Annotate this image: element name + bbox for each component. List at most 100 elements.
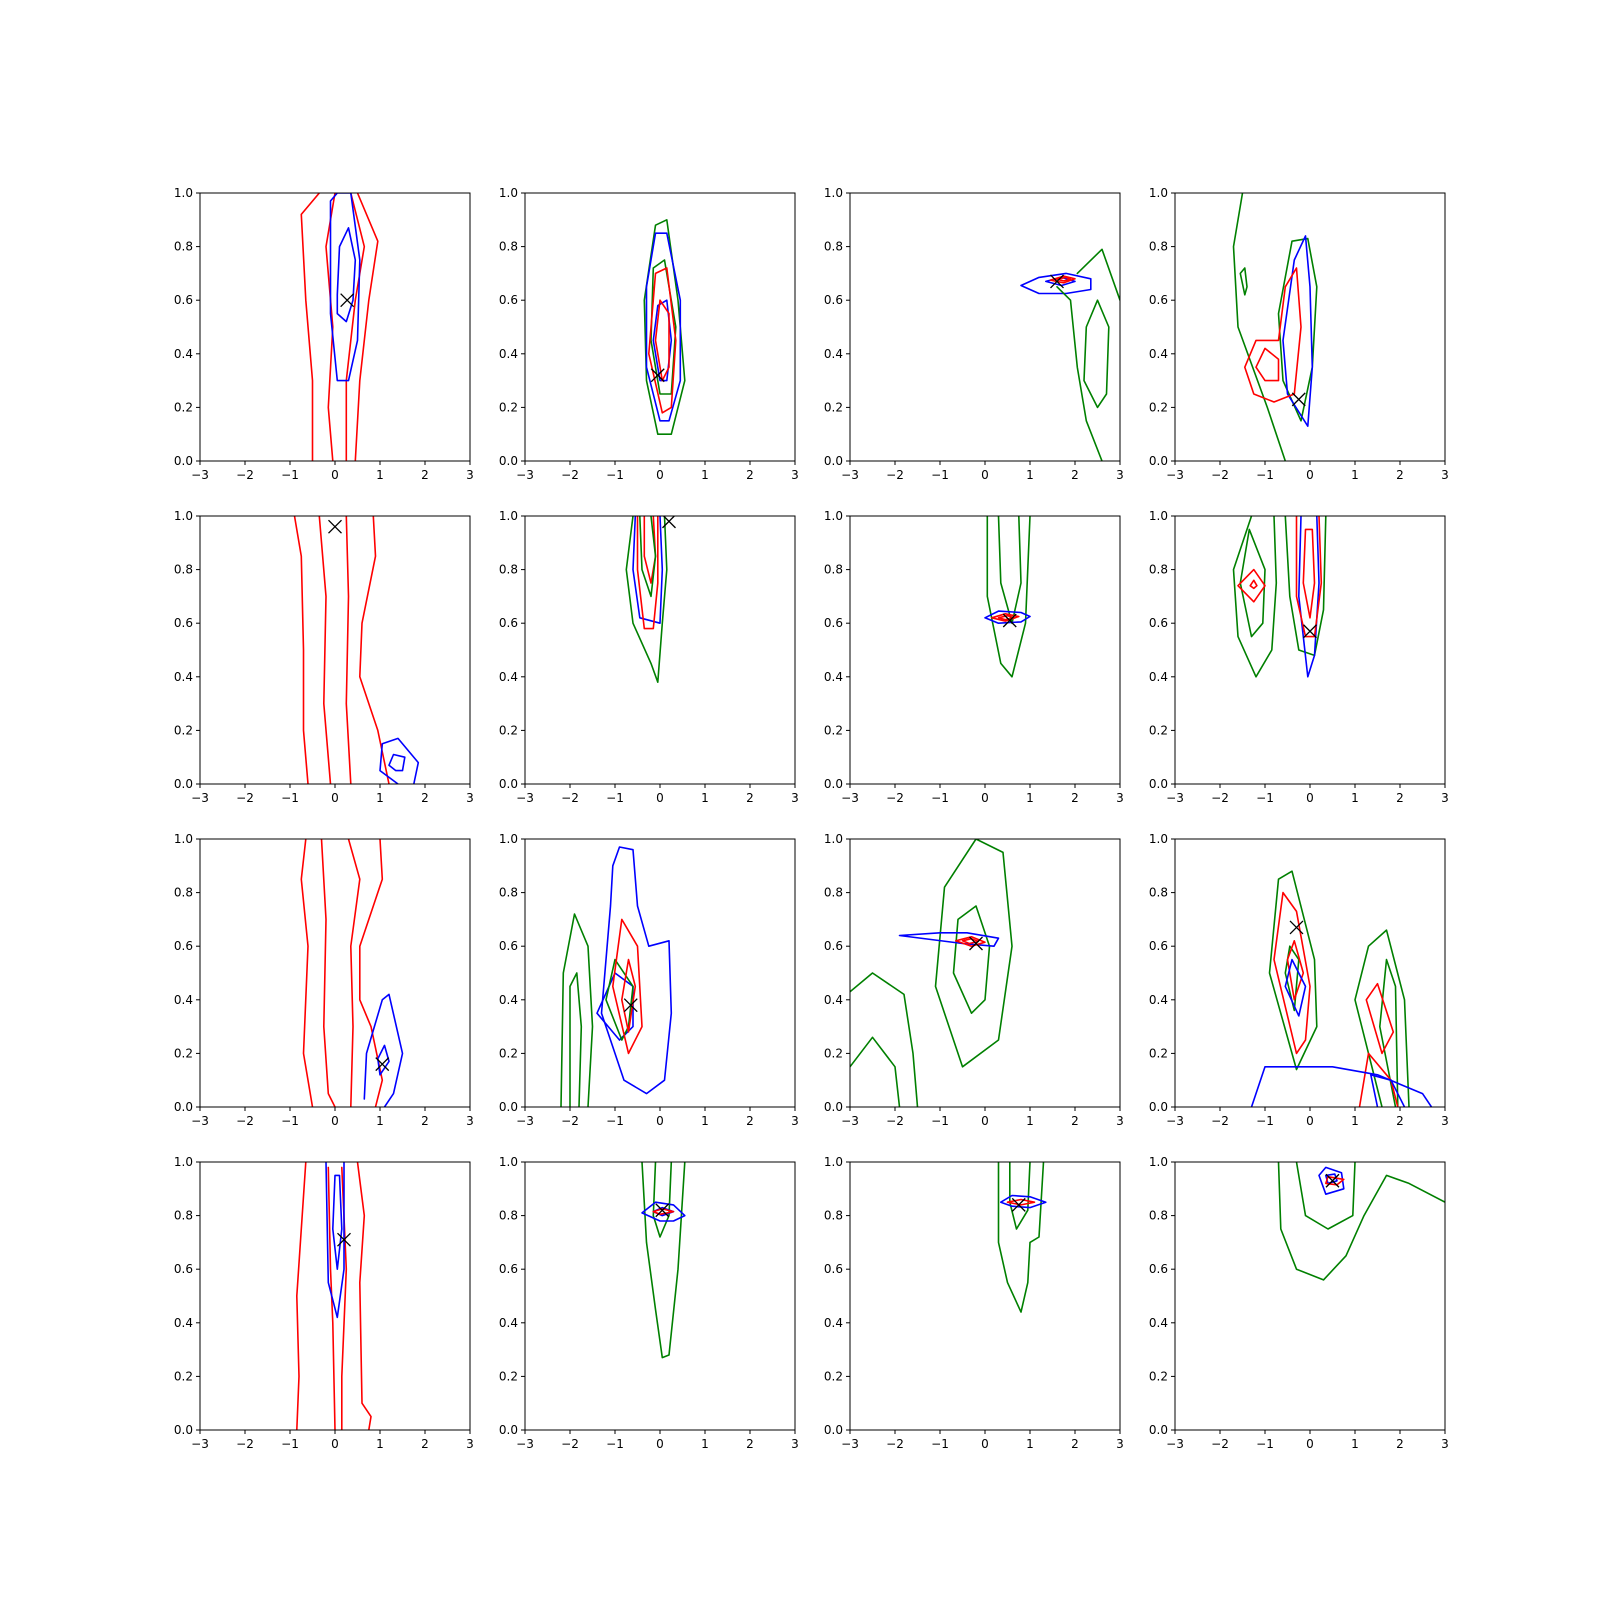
x-tick-label: 3 — [466, 468, 474, 482]
y-tick-label: 0.0 — [499, 1423, 518, 1437]
x-tick-label: 1 — [701, 468, 709, 482]
y-tick-label: 0.2 — [824, 1369, 843, 1383]
y-tick-label: 0.8 — [824, 240, 843, 254]
axes-frame — [1174, 515, 1446, 785]
green-contour-line — [638, 516, 657, 598]
axes-frame — [199, 838, 471, 1108]
green-contour-line — [1056, 285, 1103, 461]
red-contour-line — [354, 193, 379, 461]
red-contour-line — [358, 516, 390, 784]
red-contour-line — [325, 193, 336, 461]
y-tick-label: 0.0 — [499, 1100, 518, 1114]
blue-contour-line — [331, 1174, 343, 1270]
green-contour-line — [1295, 1162, 1356, 1230]
y-tick-label: 0.4 — [824, 1316, 843, 1330]
plot-area — [625, 516, 676, 684]
y-tick-label: 0.0 — [1149, 1100, 1168, 1114]
x-tick-label: 3 — [1116, 791, 1124, 805]
x-marker — [1050, 274, 1064, 289]
plot-area — [295, 1162, 372, 1430]
panel-14: −3 −2 −1 0 1 2 3 0.0 0.2 0.4 0.6 0.8 1.0 — [499, 1155, 799, 1451]
x-tick-label: 1 — [701, 1114, 709, 1128]
x-tick-label: −2 — [886, 1437, 904, 1451]
x-tick-label: −2 — [236, 1114, 254, 1128]
axes-frame — [199, 1161, 471, 1431]
red-contour-line — [654, 299, 670, 382]
y-tick-label: 0.6 — [174, 939, 193, 953]
blue-contour-line — [1250, 1066, 1433, 1107]
x-tick-label: 1 — [376, 1437, 384, 1451]
blue-contour-line — [1370, 1074, 1406, 1107]
blue-contour-line — [325, 1162, 345, 1319]
y-tick-label: 0.6 — [1149, 616, 1168, 630]
green-contour-line — [1008, 1162, 1031, 1230]
x-tick-label: −1 — [1256, 1437, 1274, 1451]
x-tick-label: 2 — [1071, 468, 1079, 482]
x-tick-label: −3 — [516, 468, 534, 482]
y-tick-label: 0.8 — [174, 1209, 193, 1223]
y-tick-label: 1.0 — [174, 186, 193, 200]
blue-contour-line — [596, 972, 634, 1041]
x-tick-label: 2 — [746, 468, 754, 482]
axes-frame — [849, 1161, 1121, 1431]
red-contour-line — [652, 1208, 675, 1216]
red-contour-line — [1302, 528, 1316, 619]
red-contour-line — [1325, 1175, 1345, 1186]
x-tick-label: −3 — [1166, 1437, 1184, 1451]
y-tick-label: 0.0 — [499, 777, 518, 791]
blue-contour-line — [600, 846, 673, 1095]
y-tick-label: 1.0 — [824, 1155, 843, 1169]
x-marker — [1303, 624, 1317, 639]
y-tick-label: 0.0 — [174, 1423, 193, 1437]
x-tick-label: 3 — [466, 1114, 474, 1128]
y-tick-label: 0.2 — [499, 1369, 518, 1383]
axes-frame — [849, 515, 1121, 785]
x-tick-label: 2 — [1396, 1114, 1404, 1128]
y-tick-label: 0.6 — [1149, 1262, 1168, 1276]
x-tick-label: 2 — [1071, 1437, 1079, 1451]
y-tick-label: 0.0 — [499, 454, 518, 468]
red-contour-line — [1295, 516, 1323, 638]
green-contour-line — [1284, 516, 1327, 657]
panel-4: −3 −2 −1 0 1 2 3 0.0 0.2 0.4 0.6 0.8 1.0 — [1149, 186, 1449, 482]
x-tick-label: 1 — [1351, 791, 1359, 805]
x-marker — [623, 998, 638, 1013]
x-tick-label: 3 — [1116, 1437, 1124, 1451]
y-tick-label: 0.6 — [174, 293, 193, 307]
y-tick-label: 0.6 — [1149, 293, 1168, 307]
x-tick-label: −1 — [931, 791, 949, 805]
red-contour-line — [1237, 568, 1266, 603]
y-tick-label: 0.8 — [824, 1209, 843, 1223]
y-tick-label: 0.0 — [1149, 454, 1168, 468]
y-tick-label: 0.8 — [1149, 1209, 1168, 1223]
green-contour-line — [1277, 1162, 1445, 1281]
panel-16: −3 −2 −1 0 1 2 3 0.0 0.2 0.4 0.6 0.8 1.0 — [1149, 1155, 1449, 1451]
y-tick-label: 0.2 — [174, 1369, 193, 1383]
y-tick-label: 0.8 — [824, 563, 843, 577]
y-tick-label: 0.8 — [1149, 563, 1168, 577]
red-contour-line — [300, 839, 314, 1107]
x-tick-label: 0 — [981, 1437, 989, 1451]
y-tick-label: 1.0 — [499, 186, 518, 200]
red-contour-line — [320, 839, 336, 1107]
y-tick-label: 0.4 — [499, 670, 518, 684]
x-tick-label: −1 — [1256, 1114, 1274, 1128]
x-marker — [662, 516, 676, 529]
y-tick-label: 0.2 — [1149, 1369, 1168, 1383]
y-tick-label: 0.4 — [174, 347, 193, 361]
x-tick-label: −3 — [841, 791, 859, 805]
red-contour-line — [1273, 891, 1311, 1055]
y-tick-label: 0.8 — [174, 886, 193, 900]
x-marker — [1011, 1197, 1026, 1212]
x-tick-label: 2 — [1396, 468, 1404, 482]
x-tick-label: 0 — [1306, 1114, 1314, 1128]
panel-15: −3 −2 −1 0 1 2 3 0.0 0.2 0.4 0.6 0.8 1.0 — [824, 1155, 1124, 1451]
red-contour-line — [318, 516, 332, 784]
green-contour-line — [952, 905, 991, 1015]
x-tick-label: −2 — [236, 791, 254, 805]
y-tick-label: 0.8 — [174, 563, 193, 577]
x-tick-label: −2 — [236, 1437, 254, 1451]
x-tick-label: −3 — [191, 791, 209, 805]
green-contour-line — [1284, 945, 1300, 1012]
x-tick-label: −2 — [1211, 1437, 1229, 1451]
